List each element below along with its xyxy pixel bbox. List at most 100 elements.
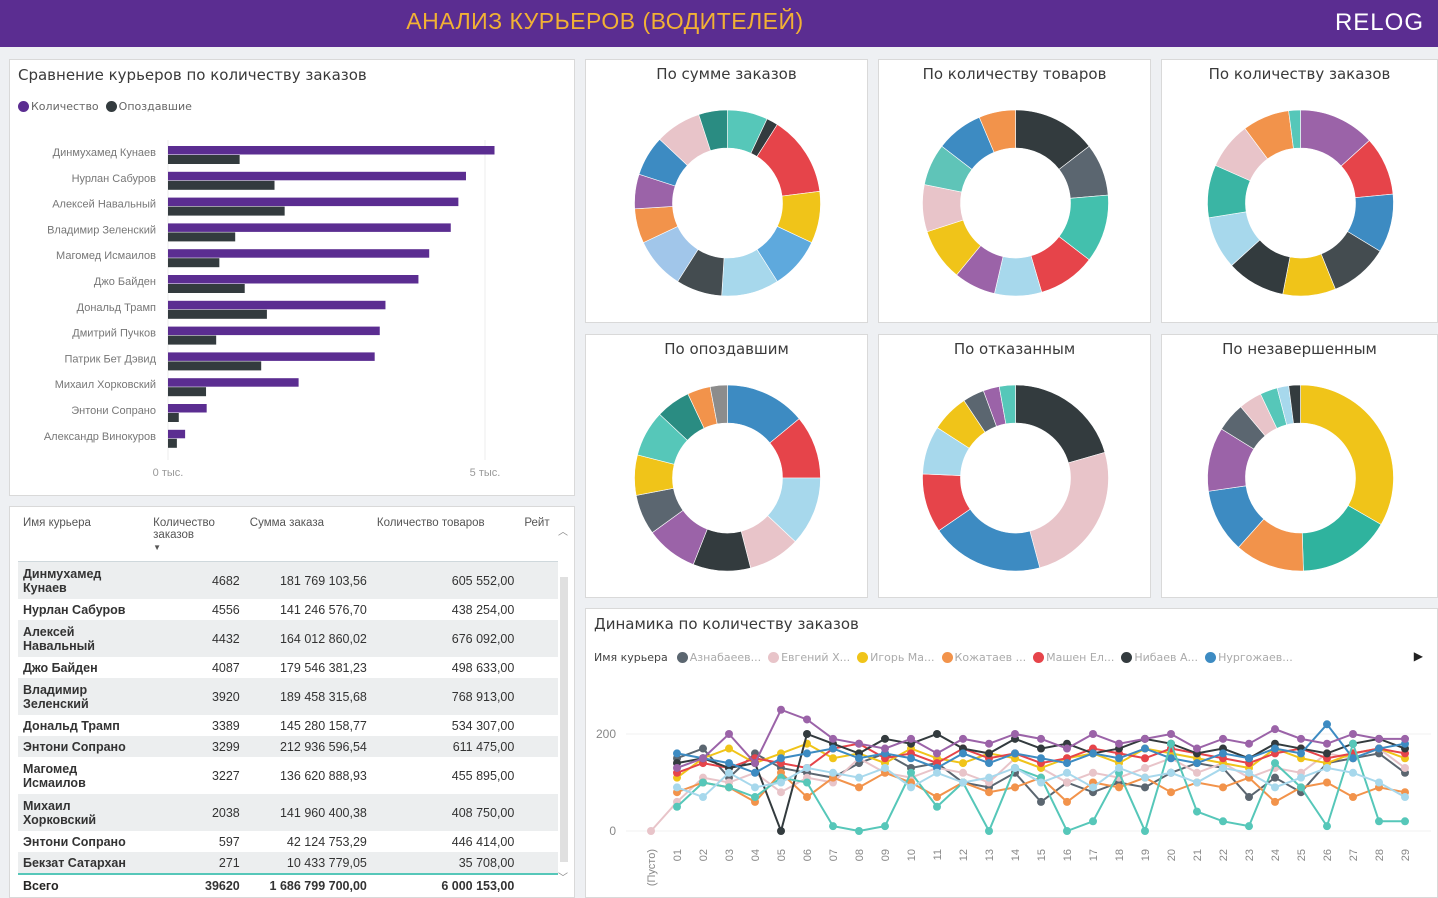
series-point	[907, 754, 915, 763]
series-point	[751, 759, 759, 768]
series-point	[1063, 744, 1071, 753]
table-row[interactable]: Бекзат Сатархан 271 10 433 779,05 35 708,00	[18, 852, 558, 874]
cell-goods: 676 092,00	[371, 620, 520, 657]
bar-late	[168, 180, 275, 190]
series-point	[751, 793, 759, 802]
category-label: Джо Байден	[94, 276, 156, 288]
series-point	[1063, 827, 1071, 835]
table-row[interactable]: Михаил Хорковский 2038 141 960 400,38 408 7…	[18, 794, 558, 831]
table-row[interactable]: Энтони Сопрано 3299 212 936 596,54 611 475,…	[18, 736, 558, 757]
bar-chart-panel: Сравнение курьеров по количеству заказов…	[9, 59, 575, 496]
legend-item-late[interactable]: Опоздавшие	[105, 100, 192, 113]
col-header-goods[interactable]: Количество товаров	[371, 513, 520, 562]
category-label: Патрик Бет Дэвид	[65, 353, 157, 365]
x-tick-label: 25	[1296, 849, 1308, 861]
col-header-rating[interactable]: Рейт	[519, 513, 558, 562]
bar-count	[168, 404, 207, 413]
series-point	[803, 793, 811, 802]
legend-dot	[1205, 652, 1217, 663]
table-row[interactable]: Динмухамед Кунаев 4682 181 769 103,56 605 5…	[18, 561, 558, 599]
col-header-sum[interactable]: Сумма заказа	[244, 513, 372, 562]
legend-dot	[768, 652, 780, 663]
table-row[interactable]: Дональд Трамп 3389 145 280 158,77 534 307,0…	[18, 715, 558, 736]
category-label: Владимир Зеленский	[47, 224, 156, 236]
bar-count	[168, 378, 299, 387]
cell-rating	[519, 736, 558, 757]
table-row[interactable]: Нурлан Сабуров 4556 141 246 576,70 438 254,…	[18, 599, 558, 620]
table-row[interactable]: Джо Байден 4087 179 546 381,23 498 633,00	[18, 657, 558, 678]
bar-late	[168, 335, 217, 345]
category-label: Дмитрий Пучков	[72, 328, 156, 340]
series-point	[1401, 763, 1409, 772]
series-point	[1011, 783, 1019, 792]
table-row[interactable]: Алексей Навальный 4432 164 012 860,02 676 0…	[18, 620, 558, 657]
table-row[interactable]: Владимир Зеленский 3920 189 458 315,68 768 …	[18, 678, 558, 715]
legend-item-courier[interactable]: Кожатаев ...	[941, 651, 1026, 664]
donut-panel-refused: По отказанным	[878, 334, 1151, 598]
series-point	[1297, 734, 1305, 743]
legend-dot	[18, 101, 29, 112]
bar-late	[168, 413, 179, 422]
x-tick-label: 02	[698, 849, 710, 861]
legend-dot	[1033, 652, 1045, 663]
series-point	[1063, 759, 1071, 768]
table-scrollbar[interactable]	[560, 577, 568, 862]
series-point	[1219, 749, 1227, 758]
series-point	[1193, 807, 1201, 816]
col-header-orders[interactable]: Количество заказов ▼	[148, 513, 245, 562]
legend-item-count[interactable]: Количество	[18, 100, 99, 113]
scroll-down-icon[interactable]: ﹀	[558, 873, 568, 884]
x-tick-label: 12	[958, 849, 970, 861]
series-point	[1375, 744, 1383, 753]
x-tick-label: 08	[854, 849, 866, 861]
donut-slice	[1288, 109, 1301, 149]
legend-item-courier[interactable]: Евгений Х...	[768, 651, 850, 664]
bar-count	[168, 326, 380, 336]
legend-item-courier[interactable]: Азнабаеев...	[676, 651, 761, 664]
series-point	[1037, 734, 1045, 743]
x-tick-label: 11	[932, 849, 944, 860]
col-header-name[interactable]: Имя курьера	[18, 513, 149, 562]
table-row[interactable]: Магомед Исмаилов 3227 136 620 888,93 455 89…	[18, 757, 558, 794]
series-point	[1089, 749, 1097, 758]
series-point	[1219, 763, 1227, 772]
cell-name: Бекзат Сатархан	[18, 852, 149, 874]
donut-slice	[709, 384, 728, 425]
series-point	[1089, 730, 1097, 738]
donut-title-unfinished: По незавершенным	[1222, 340, 1377, 358]
cell-goods: 446 414,00	[451, 834, 515, 849]
x-tick-label: 28	[1374, 849, 1386, 861]
series-point	[1349, 768, 1357, 777]
cell-sum: 10 433 779,05	[244, 852, 372, 874]
cell-orders: 4432	[148, 620, 245, 657]
series-point	[855, 739, 863, 748]
sort-desc-icon[interactable]: ▼	[153, 543, 162, 552]
series-point	[1323, 720, 1331, 729]
series-point	[751, 768, 759, 777]
series-point	[985, 788, 993, 797]
series-point	[855, 827, 863, 835]
cell-orders: 2038	[148, 794, 245, 831]
series-point	[777, 754, 785, 763]
x-tick-label: 27	[1348, 849, 1360, 861]
series-point	[1323, 739, 1331, 748]
x-tick-label: 0 тыс.	[153, 467, 184, 479]
series-point	[907, 734, 915, 743]
legend-item-courier[interactable]: Нургожаев...	[1205, 651, 1293, 664]
legend-next-icon[interactable]: ▶	[1413, 649, 1423, 663]
bar-count	[168, 352, 375, 361]
legend-item-courier[interactable]: Игорь Ма...	[857, 651, 935, 664]
table-row[interactable]: Энтони Сопрано 597 42 124 753,29 446 414,00	[18, 831, 558, 852]
legend-item-courier[interactable]: Нибаев А...	[1121, 651, 1198, 664]
series-point	[1089, 817, 1097, 826]
legend-item-courier[interactable]: Машен Ел...	[1033, 651, 1114, 664]
series-point	[1297, 773, 1305, 782]
x-tick-label: 29	[1400, 849, 1412, 861]
x-tick-label: 05	[776, 849, 788, 861]
series-point	[985, 773, 993, 782]
cell-rating	[519, 757, 558, 794]
series-point	[699, 793, 707, 802]
scroll-up-icon[interactable]: ︿	[558, 527, 568, 538]
donut-chart-refused	[922, 384, 1109, 572]
series-point	[829, 768, 837, 777]
